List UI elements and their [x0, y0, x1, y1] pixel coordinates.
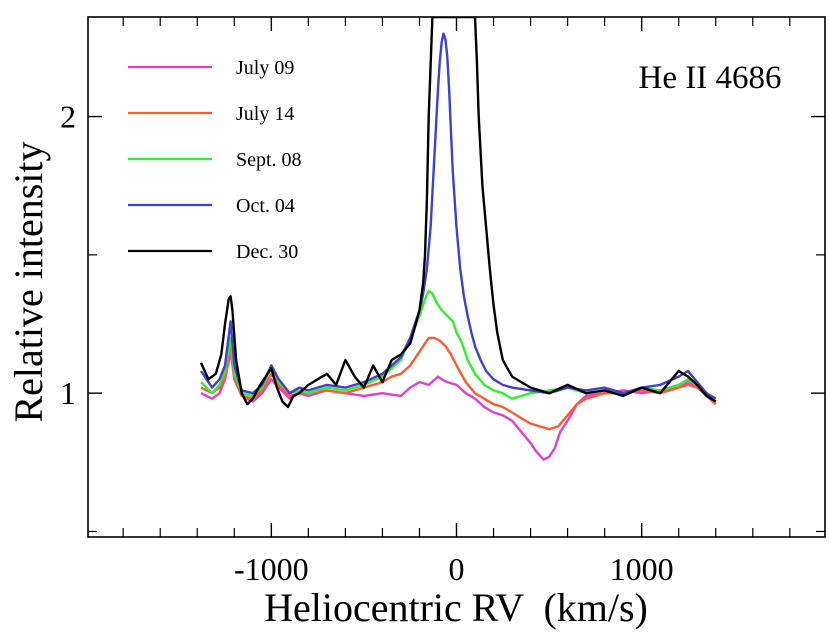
axis-ticks: [88, 17, 825, 537]
chart-title: He II 4686: [639, 60, 782, 96]
series-line-dec-30: [199, 17, 717, 409]
legend-label: July 14: [236, 103, 294, 125]
legend: July 09 July 14 Sept. 08 Oct. 04 Dec. 30: [128, 57, 302, 263]
series-line-july-14: [200, 336, 717, 431]
series-lines: [199, 17, 717, 461]
legend-label: July 09: [236, 57, 294, 79]
x-axis-label: Heliocentric RV (km/s): [264, 585, 648, 630]
x-tick-label: -1000: [234, 551, 309, 587]
x-tick-label: 1000: [610, 551, 674, 587]
y-axis-label: Relative intensity: [6, 141, 51, 422]
x-tick-label: 0: [449, 551, 465, 587]
legend-label: Oct. 04: [236, 195, 295, 217]
legend-label: Dec. 30: [236, 241, 298, 263]
y-tick-label: 1: [60, 375, 76, 411]
tick-labels: -1000 0 1000 1 2: [60, 99, 674, 587]
legend-label: Sept. 08: [236, 149, 302, 171]
y-tick-label: 2: [60, 99, 76, 135]
